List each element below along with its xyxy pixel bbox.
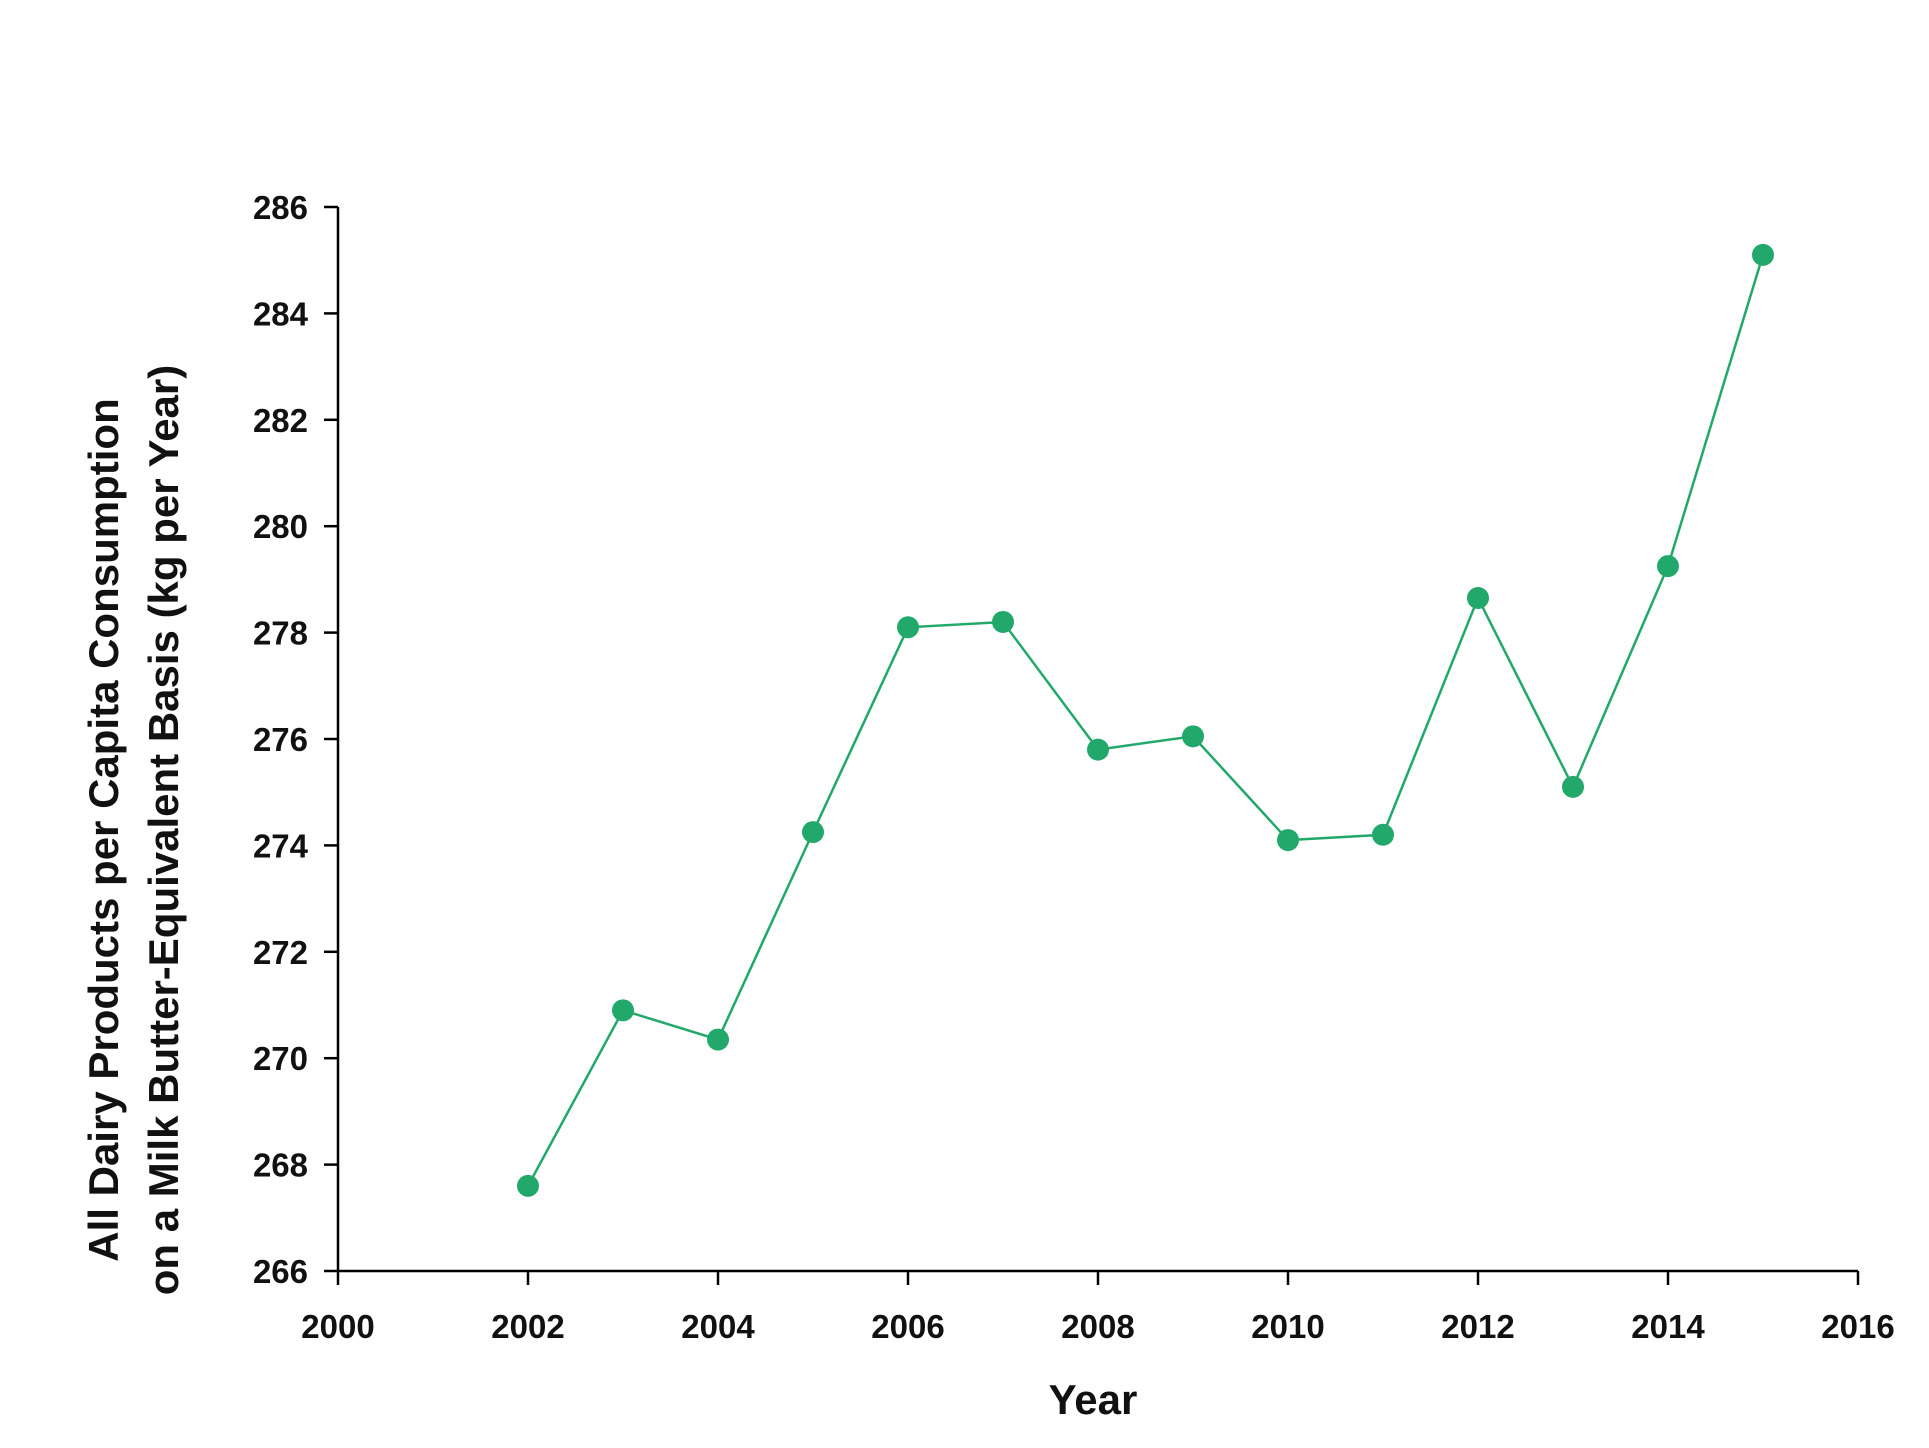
y-tick-label: 282 [253, 402, 308, 439]
x-tick-label: 2000 [301, 1308, 374, 1345]
x-tick-label: 2010 [1251, 1308, 1324, 1345]
x-tick-label: 2012 [1441, 1308, 1514, 1345]
data-point [707, 1028, 729, 1051]
y-tick-label: 266 [253, 1253, 308, 1290]
data-point [1467, 587, 1489, 610]
y-tick-label: 286 [253, 189, 308, 226]
data-point [1752, 243, 1774, 266]
data-point [802, 821, 824, 844]
x-tick-label: 2002 [491, 1308, 564, 1345]
data-point [1372, 823, 1394, 846]
y-tick-label: 274 [253, 827, 309, 864]
series-line [526, 254, 1765, 1187]
y-axis-title: All Dairy Products per Capita Consumptio… [80, 365, 187, 1295]
y-tick-label: 270 [253, 1040, 308, 1077]
data-point [612, 999, 634, 1022]
y-axis-title-line-1: All Dairy Products per Capita Consumptio… [80, 398, 127, 1261]
data-point [1182, 725, 1204, 748]
data-point [1087, 738, 1109, 761]
data-point [1657, 555, 1679, 578]
y-tick-label: 272 [253, 934, 308, 971]
y-axis-title-line-2: on a Milk Butter-Equivalent Basis (kg pe… [140, 365, 187, 1295]
x-tick-label: 2004 [681, 1308, 755, 1345]
x-tick-label: 2006 [871, 1308, 944, 1345]
data-point [992, 610, 1014, 633]
y-tick-label: 284 [253, 295, 309, 332]
data-point [1277, 829, 1299, 852]
y-tick-label: 278 [253, 615, 308, 652]
x-tick-label: 2016 [1821, 1308, 1894, 1345]
y-tick-label: 280 [253, 508, 308, 545]
data-point [1562, 775, 1584, 798]
y-tick-label: 268 [253, 1147, 308, 1184]
y-tick-label: 276 [253, 721, 308, 758]
data-point [897, 616, 919, 639]
axes: 266 268 270 272 274 276 278 280 282 284 286 2000 200… [253, 189, 1895, 1345]
data-point [517, 1174, 539, 1197]
x-axis-title: Year [1049, 1376, 1138, 1423]
plot-area [517, 243, 1774, 1197]
x-tick-label: 2014 [1631, 1308, 1705, 1345]
x-tick-label: 2008 [1061, 1308, 1134, 1345]
